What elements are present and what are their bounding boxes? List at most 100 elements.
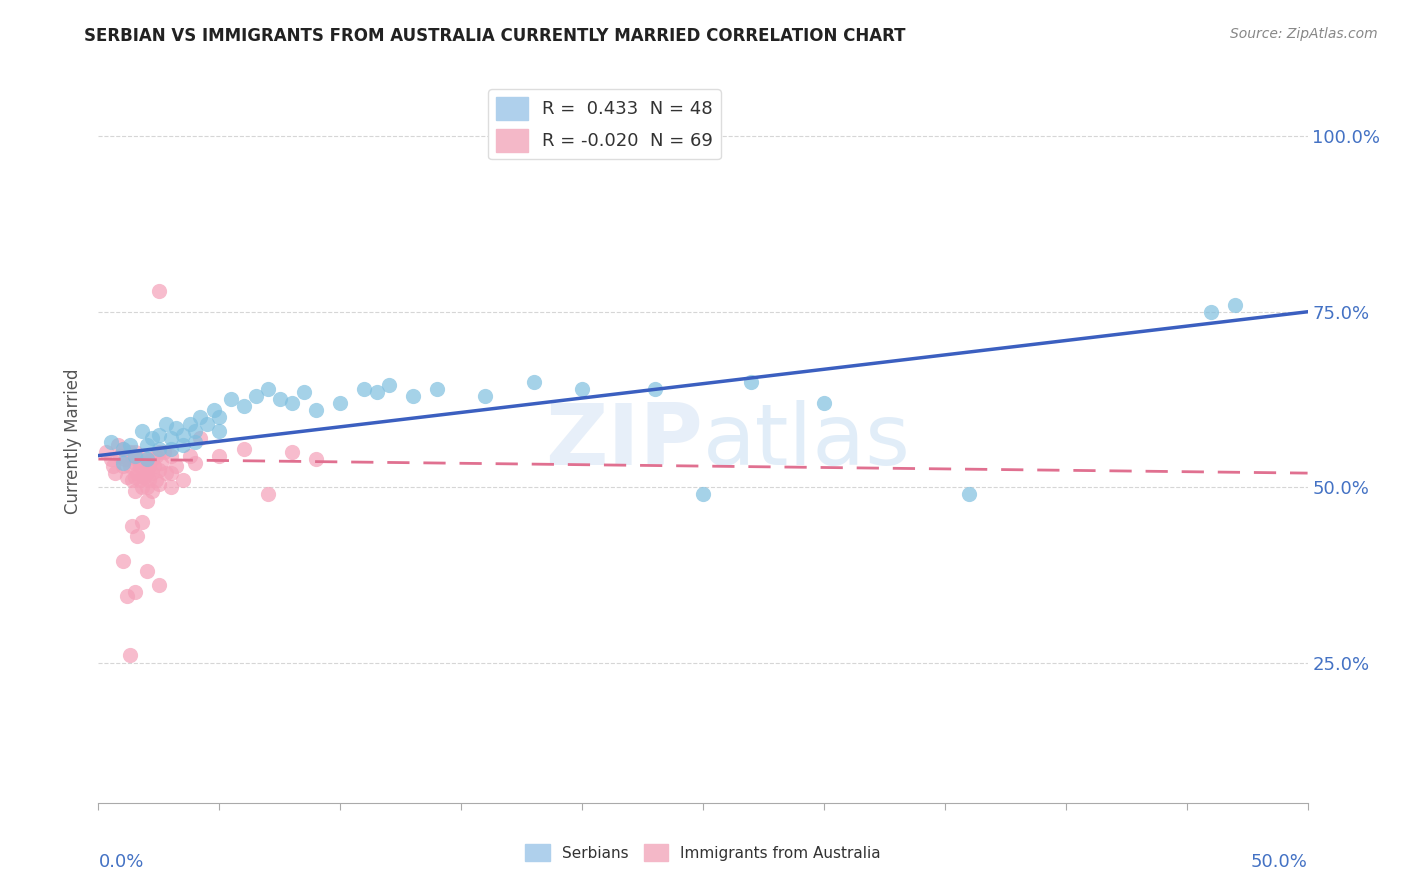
Legend: Serbians, Immigrants from Australia: Serbians, Immigrants from Australia (519, 838, 887, 867)
Point (195, 417, 218, 431)
Point (172, 473, 194, 487)
Point (165, 459, 187, 474)
Text: Source: ZipAtlas.com: Source: ZipAtlas.com (1230, 27, 1378, 41)
Point (269, 392, 291, 407)
Point (143, 459, 166, 474)
Point (172, 438, 194, 452)
Point (111, 554, 134, 568)
Point (523, 375, 546, 389)
Point (135, 438, 157, 452)
Point (111, 442, 134, 456)
Point (114, 452, 136, 467)
Point (377, 378, 399, 392)
Point (117, 469, 139, 483)
Point (221, 392, 243, 407)
Point (135, 452, 157, 467)
Point (124, 456, 146, 470)
Point (141, 431, 163, 445)
Point (94, 445, 117, 459)
Point (232, 442, 254, 456)
Text: ZIP: ZIP (546, 400, 703, 483)
Point (131, 452, 153, 467)
Point (179, 417, 201, 431)
Point (131, 466, 153, 480)
Point (188, 409, 211, 424)
Point (160, 431, 183, 445)
Point (135, 480, 157, 494)
Point (148, 578, 170, 592)
Point (184, 434, 207, 449)
Point (131, 515, 153, 529)
Text: atlas: atlas (703, 400, 911, 483)
Point (118, 445, 141, 459)
Point (184, 456, 207, 470)
Point (148, 284, 170, 298)
Text: 50.0%: 50.0% (1251, 854, 1308, 871)
Point (134, 469, 156, 483)
Point (145, 473, 167, 487)
Point (127, 466, 149, 480)
Point (111, 456, 134, 470)
Point (124, 469, 146, 483)
Point (145, 449, 167, 463)
Point (127, 452, 149, 467)
Y-axis label: Currently Married: Currently Married (65, 368, 83, 515)
Point (402, 389, 425, 403)
Point (117, 589, 139, 603)
Point (474, 389, 496, 403)
Point (256, 382, 278, 396)
Point (111, 459, 134, 474)
Point (118, 438, 141, 452)
Point (135, 564, 157, 578)
Point (148, 476, 170, 491)
Point (148, 462, 170, 476)
Point (104, 466, 127, 480)
Point (107, 438, 129, 452)
Point (128, 459, 150, 474)
Point (101, 459, 124, 474)
Point (100, 452, 122, 467)
Text: SERBIAN VS IMMIGRANTS FROM AUSTRALIA CURRENTLY MARRIED CORRELATION CHART: SERBIAN VS IMMIGRANTS FROM AUSTRALIA CUR… (84, 27, 905, 45)
Point (160, 480, 183, 494)
Point (138, 473, 160, 487)
Point (135, 452, 157, 467)
Point (131, 480, 153, 494)
Point (232, 400, 254, 414)
Point (204, 403, 226, 417)
Point (100, 434, 122, 449)
Point (305, 452, 328, 467)
Point (128, 473, 150, 487)
Point (1223, 298, 1246, 312)
Point (135, 494, 157, 508)
Point (692, 487, 714, 501)
Point (957, 487, 980, 501)
Point (305, 403, 328, 417)
Point (124, 483, 146, 498)
Point (121, 449, 143, 463)
Point (150, 456, 173, 470)
Point (160, 466, 183, 480)
Point (172, 427, 194, 442)
Point (111, 442, 134, 456)
Point (118, 648, 141, 663)
Point (108, 449, 131, 463)
Point (329, 396, 352, 410)
Point (208, 449, 231, 463)
Point (245, 389, 267, 403)
Point (571, 382, 593, 396)
Point (160, 442, 183, 456)
Point (281, 396, 304, 410)
Point (188, 431, 211, 445)
Point (353, 382, 375, 396)
Point (426, 382, 449, 396)
Point (160, 449, 183, 463)
Point (155, 417, 177, 431)
Point (141, 483, 163, 498)
Point (740, 375, 762, 389)
Point (644, 382, 666, 396)
Point (131, 424, 153, 438)
Point (152, 445, 174, 459)
Point (135, 466, 157, 480)
Point (281, 445, 304, 459)
Point (155, 466, 177, 480)
